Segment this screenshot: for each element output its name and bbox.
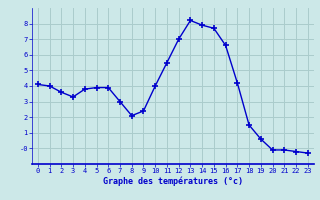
X-axis label: Graphe des températures (°c): Graphe des températures (°c) [103,177,243,186]
